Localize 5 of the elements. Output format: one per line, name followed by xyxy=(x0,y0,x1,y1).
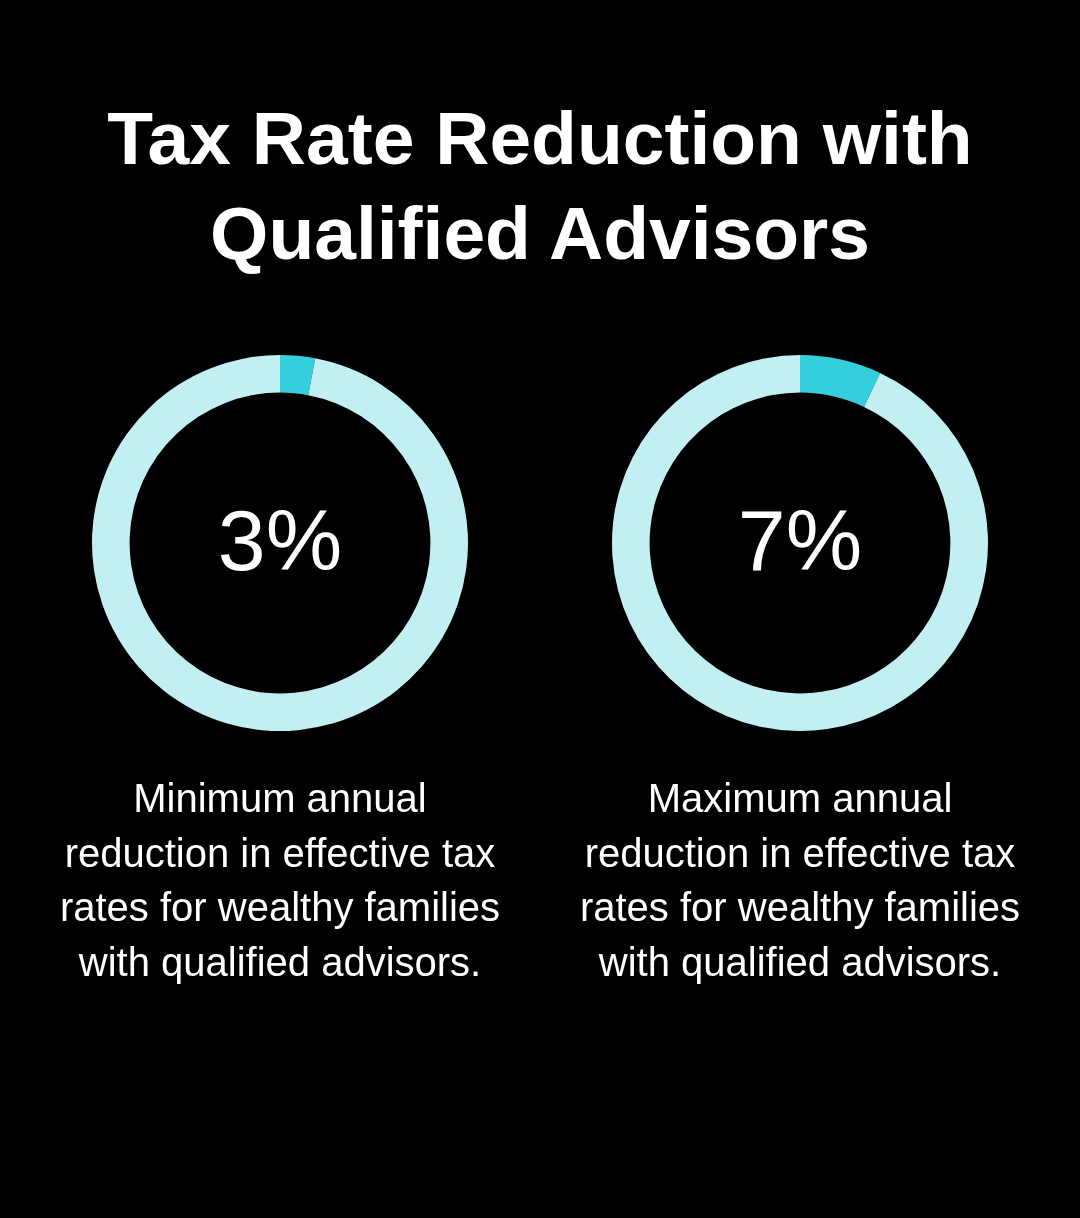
text: Minimum annual reduction in effective tax rates for wealthy families with qualified advisors. xyxy=(58,775,502,986)
chart-title: Tax Rate Reduction with Qualified Advisors xyxy=(106,95,974,277)
text: Maximum annual reduction in effective tax rates for wealthy families with qualified advisors. xyxy=(578,775,1022,986)
data-label: 3% xyxy=(217,492,343,588)
data-label: 7% xyxy=(737,492,863,588)
